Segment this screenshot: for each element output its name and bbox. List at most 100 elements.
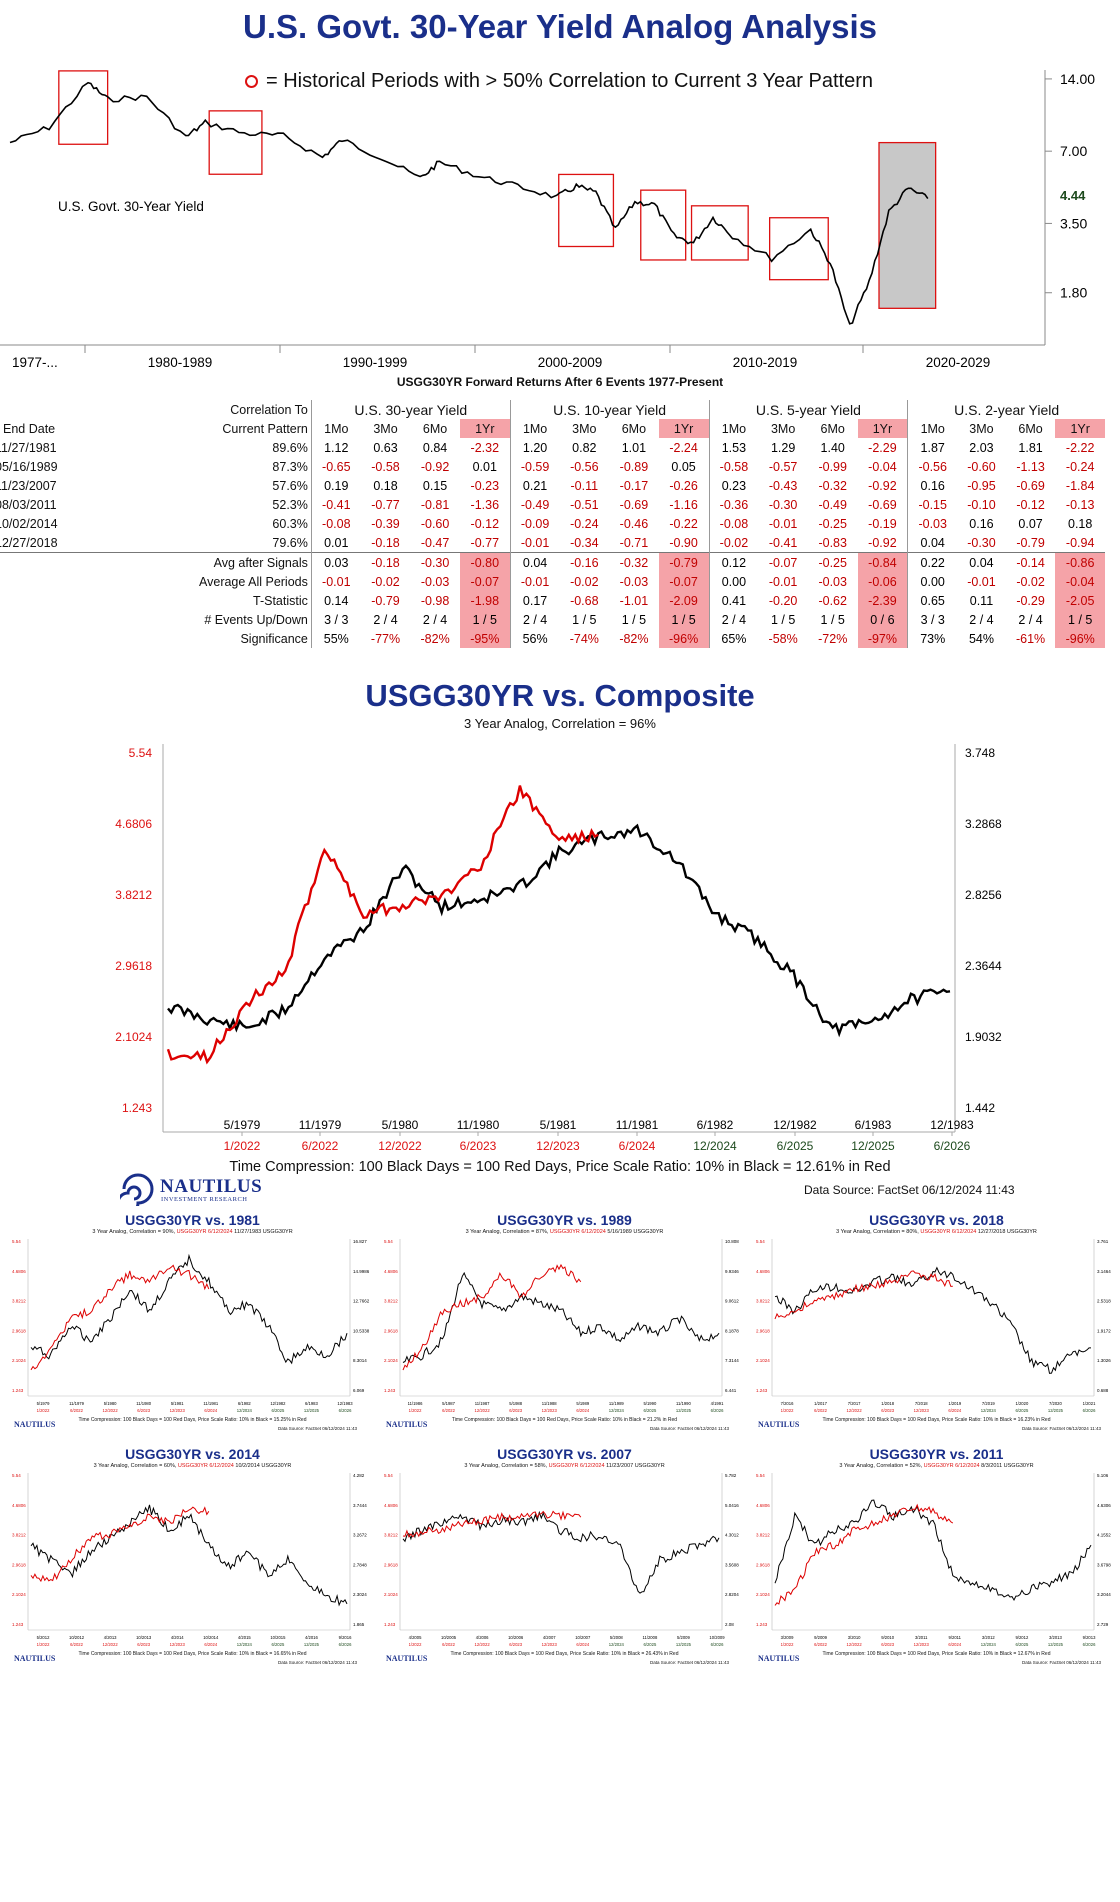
left-tick-label: 3.8212 [115, 888, 152, 902]
mini-analog-chart: USGG30YR vs. 1989 3 Year Analog, Correlat… [382, 1212, 747, 1437]
summary-cell: 0.04 [957, 552, 1006, 572]
mini-right-tick: 6.441 [725, 1388, 737, 1393]
mini-red-x: 12/2024 [981, 1642, 997, 1647]
mini-logo: NAUTILUS [758, 1654, 800, 1663]
x-axis-label: 1980-1989 [148, 355, 213, 370]
table-cell: -0.92 [868, 478, 897, 493]
mini-black-x: 1/2020 [1015, 1401, 1028, 1406]
mini-red-x: 6/2022 [442, 1408, 455, 1413]
mini-black-x: 3/2009 [781, 1635, 794, 1640]
mini-right-tick: 2.3024 [353, 1592, 367, 1597]
mini-black-x: 11/1981 [203, 1401, 218, 1406]
mini-red-line [30, 1506, 210, 1583]
summary-cell: -77% [370, 631, 401, 646]
composite-footer: Time Compression: 100 Black Days = 100 R… [229, 1159, 891, 1175]
mini-red-x: 12/2025 [676, 1408, 692, 1413]
mini-red-x: 12/2023 [170, 1642, 186, 1647]
summary-cell: 3 / 3 [310, 610, 361, 629]
table-cell: -0.77 [371, 497, 400, 512]
mini-black-x: 11/1988 [542, 1401, 557, 1406]
table-cell: -0.56 [570, 459, 599, 474]
mini-red-line [402, 1263, 582, 1371]
mini-right-tick: 3.2672 [353, 1533, 367, 1538]
nautilus-logo: NAUTILUS INVESTMENT RESEARCH [120, 1172, 270, 1208]
summary-cell: -97% [857, 629, 908, 648]
mini-black-line [30, 1253, 348, 1365]
summary-cell: -82% [619, 631, 649, 646]
mini-title: USGG30YR vs. 1981 [125, 1212, 260, 1228]
red-x-label: 6/2022 [302, 1139, 339, 1153]
mini-red-x: 6/2026 [711, 1408, 724, 1413]
summary-cell: 2 / 4 [422, 612, 448, 627]
mini-right-tick: 4.282 [353, 1473, 365, 1478]
mini-black-line [30, 1504, 348, 1607]
table-cell: -0.65 [310, 457, 361, 476]
x-axis-label: 2020-2029 [926, 355, 991, 370]
table-cell: -0.24 [570, 516, 599, 531]
mini-subtitle: 3 Year Analog, Correlation = 80%, USGG30… [836, 1229, 1037, 1235]
right-tick-label: 2.8256 [965, 888, 1002, 902]
table-cell: -0.49 [818, 497, 847, 512]
yield-history-chart: 14.00 7.00 3.50 1.80 U.S. Govt. 30-Year Yie… [0, 70, 1095, 370]
mini-title: USGG30YR vs. 2007 [497, 1446, 632, 1462]
mini-subtitle: 3 Year Analog, Correlation = 58%, USGG30… [464, 1463, 665, 1469]
right-tick-label: 1.442 [965, 1101, 995, 1115]
analog-legend: = Historical Periods with > 50% Correlat… [245, 70, 873, 93]
mini-logo: NAUTILUS [14, 1654, 56, 1663]
mini-red-x: 6/2023 [881, 1408, 894, 1413]
mini-right-tick: 16.827 [353, 1239, 367, 1244]
summary-cell: 2 / 4 [509, 610, 560, 629]
black-x-label: 5/1981 [540, 1118, 577, 1132]
mini-left-tick: 2.9618 [756, 1328, 770, 1333]
mini-right-tick: 1.865 [353, 1622, 365, 1627]
table-cell: 0.84 [422, 440, 448, 455]
mini-red-x: 6/2023 [137, 1408, 150, 1413]
mini-red-x: 1/2022 [409, 1642, 422, 1647]
mini-left-tick: 4.6806 [384, 1269, 398, 1274]
table-cell: -0.12 [1016, 497, 1045, 512]
mini-source: Data Source: FactSet 06/12/2024 11:43 [278, 1426, 357, 1431]
table-cell: -0.30 [768, 497, 798, 512]
brand-name: NAUTILUS [160, 1176, 263, 1197]
period-header: 1Mo [509, 419, 560, 438]
mini-left-tick: 5.54 [12, 1473, 21, 1478]
table-cell: -0.90 [669, 535, 698, 550]
table-cell: -0.69 [619, 497, 649, 512]
table-cell: 1.12 [310, 438, 361, 457]
mini-left-tick: 2.1024 [12, 1358, 26, 1363]
right-tick-label: 3.2868 [965, 817, 1002, 831]
black-x-label: 11/1981 [616, 1118, 659, 1132]
mini-red-x: 12/2024 [609, 1408, 625, 1413]
table-cell: 1.29 [770, 440, 796, 455]
red-circle-icon [245, 75, 258, 89]
table-cell: -0.77 [470, 535, 500, 550]
mini-right-tick: 1.3026 [1097, 1358, 1111, 1363]
mini-logo: NAUTILUS [386, 1420, 428, 1429]
table-cell: -0.02 [708, 533, 759, 553]
analog-period-box [690, 205, 749, 261]
summary-cell: -0.01 [509, 572, 560, 591]
summary-cell: -2.09 [658, 591, 709, 610]
mini-black-x: 5/2008 [610, 1635, 623, 1640]
summary-cell: 0.65 [907, 591, 958, 610]
summary-cell: -0.62 [818, 593, 847, 608]
mini-footer: Time Compression: 100 Black Days = 100 R… [450, 1651, 679, 1657]
mini-black-x: 3/2012 [982, 1635, 995, 1640]
mini-right-tick: 2.729 [1097, 1622, 1109, 1627]
mini-black-x: 11/1986 [408, 1401, 423, 1406]
table-cell: 0.05 [671, 459, 696, 474]
mini-right-tick: 6.069 [353, 1388, 365, 1393]
mini-left-tick: 1.243 [384, 1388, 396, 1393]
mini-red-x: 12/2025 [1048, 1642, 1064, 1647]
black-x-label: 12/1983 [930, 1118, 974, 1132]
table-cell: -0.58 [708, 457, 759, 476]
mini-analog-chart: USGG30YR vs. 1981 3 Year Analog, Correlat… [10, 1212, 375, 1437]
table-cell: -0.04 [868, 459, 897, 474]
group-header: U.S. 5-year Yield [708, 400, 908, 419]
table-cell: -0.81 [420, 497, 450, 512]
summary-cell: -0.01 [310, 572, 361, 591]
table-cell: -1.16 [669, 497, 698, 512]
mini-right-tick: 3.761 [1097, 1239, 1109, 1244]
mini-red-x: 6/2026 [711, 1642, 724, 1647]
mini-red-line [774, 1503, 954, 1606]
